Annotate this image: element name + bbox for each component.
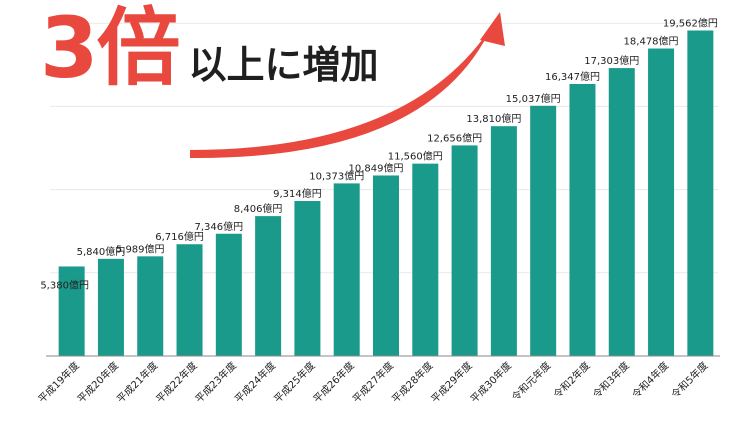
value-label: 5,989億円 [116,242,165,255]
bar [294,201,321,356]
bars [58,30,714,357]
x-tick-label: 平成24年度 [232,359,278,405]
value-label: 11,560億円 [388,150,443,163]
value-label: 13,810億円 [466,112,521,125]
bar [215,233,242,356]
bar [333,183,360,356]
x-tick-label: 平成20年度 [75,359,121,405]
growth-arrow-icon [190,12,505,159]
bar [687,30,714,357]
x-tick-label: 令和4年度 [629,359,671,401]
x-tick-label: 令和5年度 [668,359,710,401]
bar [373,175,399,356]
value-label: 5,380億円 [40,278,89,291]
bar [412,163,439,356]
x-tick-label: 令和3年度 [590,359,632,401]
value-label: 10,849億円 [349,161,404,174]
x-tick-label: 平成29年度 [428,359,474,405]
value-label: 9,314億円 [273,187,322,200]
value-label: 17,303億円 [584,54,639,67]
value-label: 6,716億円 [155,230,204,243]
value-label: 18,478億円 [624,35,679,48]
x-tick-label: 平成19年度 [35,359,81,405]
value-label: 16,347億円 [545,70,600,83]
x-tick-label: 平成21年度 [114,359,160,405]
bar [530,105,557,356]
x-tick-label: 平成30年度 [468,359,514,405]
x-tick-label: 平成22年度 [153,359,199,405]
value-label: 5,840億円 [77,245,126,258]
value-label: 15,037億円 [506,92,561,105]
value-label: 10,373億円 [309,169,364,182]
x-tick-label: 平成28年度 [389,359,435,405]
value-label: 8,406億円 [234,202,283,215]
bar [569,83,596,356]
bar [58,266,85,356]
value-label: 19,562億円 [663,16,718,29]
bar [648,48,675,356]
bar [490,126,517,356]
bar [176,244,203,356]
value-label: 12,656億円 [427,131,482,144]
value-label: 7,346億円 [195,220,244,233]
arrow-body [190,26,492,159]
bar [255,216,282,356]
arrow-head [480,12,505,46]
bar [97,258,124,356]
x-tick-label: 平成27年度 [350,359,396,405]
x-tick-label: 平成25年度 [271,359,317,405]
x-tick-label: 令和2年度 [551,359,593,401]
x-tick-labels: 平成19年度平成20年度平成21年度平成22年度平成23年度平成24年度平成25… [35,359,710,405]
x-tick-label: 令和元年度 [509,359,554,404]
x-tick-label: 平成26年度 [310,359,356,405]
bar [608,68,635,357]
bar [451,145,478,356]
bar [137,256,164,356]
x-tick-label: 平成23年度 [192,359,238,405]
